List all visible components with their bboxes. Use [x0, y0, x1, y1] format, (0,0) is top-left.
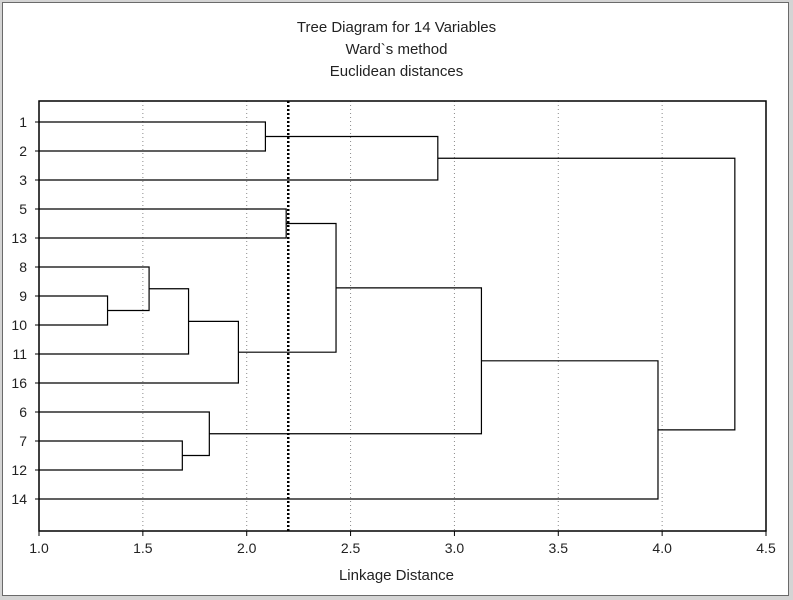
leaf-label: 9 — [19, 288, 27, 304]
dendrogram-link — [437, 157, 736, 431]
x-tick-label: 4.5 — [756, 540, 776, 556]
x-axis-label: Linkage Distance — [338, 567, 455, 584]
x-tick-label: 2.5 — [341, 540, 361, 556]
leaf-label: 12 — [11, 462, 27, 478]
dendrogram-link — [39, 266, 150, 312]
leaf-label: 2 — [19, 143, 27, 159]
dendrogram-link — [39, 135, 439, 181]
x-tick-label: 1.0 — [29, 540, 49, 556]
dendrogram-link — [39, 121, 267, 152]
leaf-label: 1 — [19, 114, 27, 130]
chart-subtitle-method: Ward`s method — [345, 41, 448, 58]
leaf-label: 16 — [11, 375, 27, 391]
dendrogram-link — [39, 320, 240, 384]
leaf-label: 3 — [19, 172, 27, 188]
chart-subtitle-distance: Euclidean distances — [329, 63, 464, 80]
dendrogram-link — [39, 208, 287, 239]
leaf-label: 7 — [19, 433, 27, 449]
dendrogram-link — [39, 411, 210, 457]
leaf-label: 8 — [19, 259, 27, 275]
leaf-label: 13 — [11, 230, 27, 246]
leaf-label: 14 — [11, 491, 27, 507]
leaf-label: 11 — [12, 346, 27, 362]
dendrogram-link — [39, 440, 183, 471]
leaf-label: 10 — [11, 317, 27, 333]
dendrogram-link — [39, 288, 190, 355]
chart-title: Tree Diagram for 14 Variables — [296, 19, 497, 36]
dendrogram-link — [39, 295, 109, 326]
x-tick-label: 4.0 — [652, 540, 672, 556]
dendrogram-link — [238, 222, 337, 353]
x-tick-label: 1.5 — [133, 540, 153, 556]
plot-area-border — [38, 100, 767, 532]
leaf-label: 6 — [19, 404, 27, 420]
x-tick-label: 2.0 — [237, 540, 257, 556]
dendrogram-link — [39, 360, 659, 500]
dendrogram-link — [209, 287, 483, 435]
x-tick-label: 3.0 — [445, 540, 465, 556]
x-tick-label: 3.5 — [549, 540, 569, 556]
leaf-label: 5 — [19, 201, 27, 217]
